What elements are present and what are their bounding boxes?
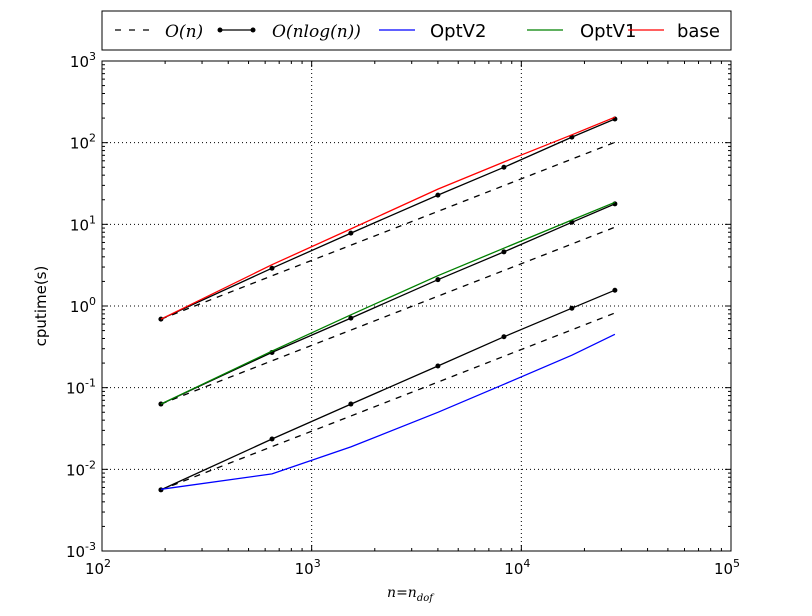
data-point-o-nlog-n-base — [435, 192, 441, 198]
y-tick-label: 10-3 — [66, 540, 96, 561]
series-line-base — [160, 116, 616, 320]
legend-label: OptV1 — [580, 21, 636, 42]
series-line-o-n-optv1 — [160, 226, 616, 405]
x-tick-label: 103 — [295, 557, 321, 578]
y-tick-label: 100 — [70, 295, 96, 316]
data-point-o-nlog-n-optv2 — [612, 287, 618, 293]
x-axis-label: n=ndof — [387, 585, 435, 604]
data-point-o-nlog-n-optv2 — [501, 334, 507, 340]
legend-marker — [250, 27, 256, 33]
series-line-optv1 — [160, 201, 616, 405]
y-tick-label: 103 — [70, 50, 96, 71]
data-point-o-nlog-n-base — [348, 230, 354, 236]
data-point-o-nlog-n-optv1 — [435, 277, 441, 283]
legend: O(n) O(nlog(n)) OptV2 OptV1 base — [101, 10, 732, 51]
data-point-o-nlog-n-optv2 — [269, 436, 275, 442]
y-tick-label: 101 — [70, 213, 96, 234]
data-point-o-nlog-n-optv2 — [158, 487, 164, 493]
data-point-o-nlog-n-optv2 — [348, 401, 354, 407]
x-tick-label: 105 — [714, 557, 740, 578]
legend-label: O(nlog(n)) — [272, 22, 361, 42]
x-axis-label-main: n=n — [387, 585, 417, 601]
data-point-o-nlog-n-base — [269, 265, 275, 271]
grid — [102, 61, 731, 551]
data-point-o-nlog-n-optv1 — [501, 249, 507, 255]
series-line-o-nlog-n-base — [160, 118, 616, 320]
series-line-o-nlog-n-optv1 — [160, 203, 616, 405]
ticks: 102 103 104 105 10-3 10-2 10-1 100 101 102 103 — [66, 50, 740, 578]
data-point-o-nlog-n-optv2 — [569, 305, 575, 311]
x-axis-label-sub: dof — [417, 593, 435, 604]
y-tick-label: 102 — [70, 132, 96, 153]
y-axis-label: cputime(s) — [32, 266, 50, 347]
data-point-o-nlog-n-optv1 — [348, 315, 354, 321]
legend-label: OptV2 — [430, 21, 486, 42]
data-point-o-nlog-n-optv1 — [612, 201, 618, 207]
series-line-optv2 — [160, 333, 616, 490]
x-tick-label: 102 — [85, 557, 111, 578]
x-tick-label: 104 — [504, 557, 530, 578]
y-tick-label: 10-1 — [66, 377, 96, 398]
series-lines — [158, 116, 618, 493]
data-point-o-nlog-n-base — [501, 164, 507, 170]
y-tick-label: 10-2 — [66, 458, 96, 479]
series-line-o-n-optv2 — [160, 312, 616, 491]
legend-box — [101, 10, 732, 51]
series-line-o-nlog-n-optv2 — [160, 289, 616, 491]
legend-marker — [217, 27, 223, 33]
legend-label: O(n) — [165, 22, 203, 42]
data-point-o-nlog-n-optv2 — [435, 363, 441, 369]
legend-label: base — [677, 21, 720, 42]
